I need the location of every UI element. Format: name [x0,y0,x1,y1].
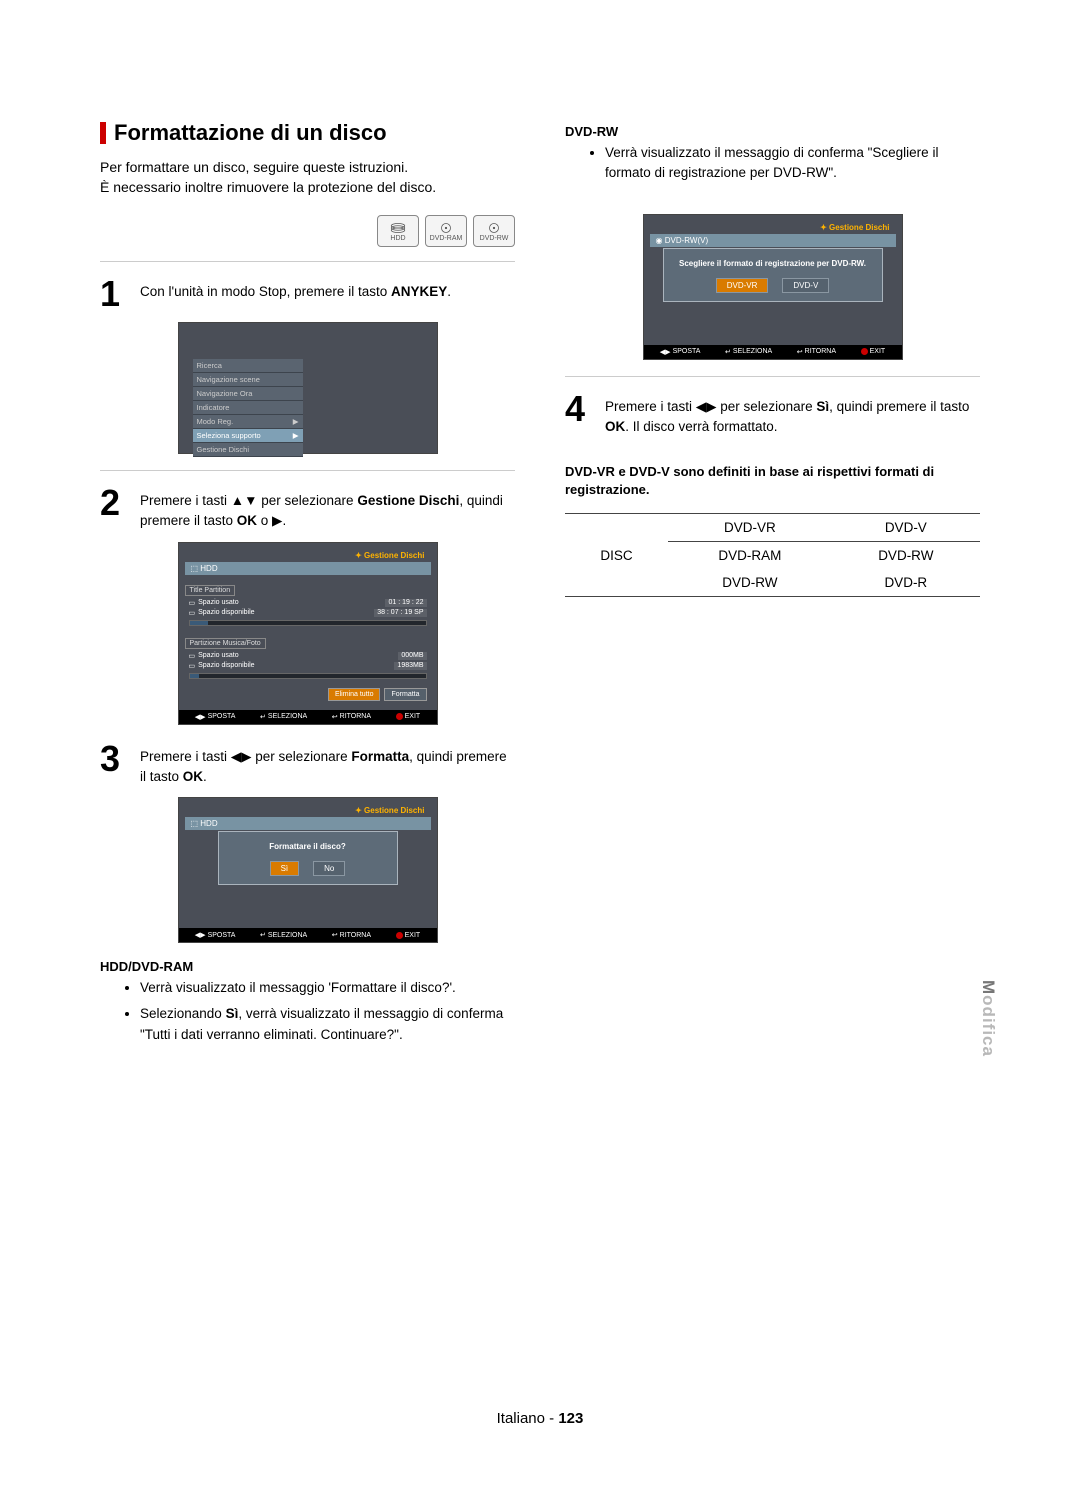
red-accent-bar [100,122,106,144]
tv3-yes-button: Sì [270,861,300,876]
menu-item-selected: Seleziona supporto▶ [193,429,303,443]
page-footer: Italiano - 123 [0,1410,1080,1427]
step-2: 2 Premere i tasti ▲▼ per selezionare Ges… [100,485,515,532]
fmt-r1c2: DVD-RW [832,542,980,570]
dvdrw-icon: DVD-RW [473,215,515,247]
dvdram-icon: DVD-RAM [425,215,467,247]
fmt-r2c2: DVD-R [832,569,980,597]
menu-item: Gestione Dischi [193,443,303,457]
tv-screenshot-1: Ricerca Navigazione scene Navigazione Or… [178,322,438,454]
tv4-dvdv-button: DVD-V [782,278,829,293]
dvdrw-list: Verrà visualizzato il messaggio di confe… [565,143,980,184]
intro-paragraph: Per formattare un disco, seguire queste … [100,158,515,197]
hdd-icon-label: HDD [390,235,405,242]
section-title: Formattazione di un disco [100,120,515,146]
step-1-number: 1 [100,276,130,312]
step-4-text: Premere i tasti ◀▶ per selezionare Sì, q… [605,391,980,438]
step-3-text: Premere i tasti ◀▶ per selezionare Forma… [140,741,515,788]
footer-language: Italiano [497,1410,545,1427]
step-2-number: 2 [100,485,130,532]
step-1-text: Con l'unità in modo Stop, premere il tas… [140,276,451,312]
step-1: 1 Con l'unità in modo Stop, premere il t… [100,276,515,312]
tv-footer: ◀▶ SPOSTA ↵ SELEZIONA ↩ RITORNA EXIT [179,928,437,942]
tv4-dvdvr-button: DVD-VR [716,278,769,293]
footer-page-number: 123 [558,1410,583,1427]
tv2-group2: Partizione Musica/Foto [185,638,266,649]
dvdrw-heading: DVD-RW [565,124,980,139]
tv2-delete-all-button: Elimina tutto [328,688,381,701]
menu-item: Ricerca [193,359,303,373]
tv1-menu-list: Ricerca Navigazione scene Navigazione Or… [193,359,303,457]
menu-item: Navigazione Ora [193,387,303,401]
fmt-r1c1: DVD-RAM [668,542,832,570]
tv4-dialog-message: Scegliere il formato di registrazione pe… [676,259,870,268]
section-title-text: Formattazione di un disco [114,120,387,146]
formats-note: DVD-VR e DVD-V sono definiti in base ai … [565,463,980,499]
tv-footer: ◀▶ SPOSTA ↵ SELEZIONA ↩ RITORNA EXIT [644,345,902,359]
tv2-group1: Title Partition [185,585,236,596]
list-item: Verrà visualizzato il messaggio di confe… [605,143,980,184]
dvdrw-icon-label: DVD-RW [480,235,509,242]
media-icons-row: HDD DVD-RAM DVD-RW [100,215,515,247]
fmt-c2h: DVD-V [832,514,980,542]
hdd-icon: HDD [377,215,419,247]
intro-line-2: È necessario inoltre rimuovere la protez… [100,179,436,195]
tv2-device-row: ⬚ HDD [185,562,431,575]
menu-item: Indicatore [193,401,303,415]
tv4-dialog: Scegliere il formato di registrazione pe… [663,248,883,302]
tv2-format-button: Formatta [384,688,426,701]
tv3-dialog: Formattare il disco? Sì No [218,831,398,885]
divider [100,470,515,471]
tv-screenshot-4: ✦ Gestione Dischi ◉ DVD-RW(V) Scegliere … [643,214,903,360]
step-4-number: 4 [565,391,595,438]
tv3-dialog-message: Formattare il disco? [231,842,385,851]
list-item: Verrà visualizzato il messaggio 'Formatt… [140,978,515,998]
tv-screenshot-2: ✦ Gestione Dischi ⬚ HDD Title Partition … [178,542,438,725]
hdd-dvdram-heading: HDD/DVD-RAM [100,959,515,974]
intro-line-1: Per formattare un disco, seguire queste … [100,159,408,175]
list-item: Selezionando Sì, verrà visualizzato il m… [140,1004,515,1045]
tv-footer: ◀▶ SPOSTA ↵ SELEZIONA ↩ RITORNA EXIT [179,710,437,724]
dvdram-icon-label: DVD-RAM [430,235,463,242]
step-3-number: 3 [100,741,130,788]
fmt-r2c1: DVD-RW [668,569,832,597]
tv-screenshot-3: ✦ Gestione Dischi ⬚ HDD Formattare il di… [178,797,438,943]
fmt-c1h: DVD-VR [668,514,832,542]
menu-item: Navigazione scene [193,373,303,387]
step-3: 3 Premere i tasti ◀▶ per selezionare For… [100,741,515,788]
divider [565,376,980,377]
menu-item: Modo Reg.▶ [193,415,303,429]
divider [100,261,515,262]
fmt-rowhead: DISC [565,514,668,597]
side-tab: Modifica [978,980,998,1057]
step-2-text: Premere i tasti ▲▼ per selezionare Gesti… [140,485,515,532]
hdd-dvdram-list: Verrà visualizzato il messaggio 'Formatt… [100,978,515,1045]
formats-table: DISC DVD-VR DVD-V DVD-RAM DVD-RW DVD-RW … [565,513,980,597]
tv3-no-button: No [313,861,345,876]
step-4: 4 Premere i tasti ◀▶ per selezionare Sì,… [565,391,980,438]
tv2-header: Gestione Dischi [364,551,424,560]
